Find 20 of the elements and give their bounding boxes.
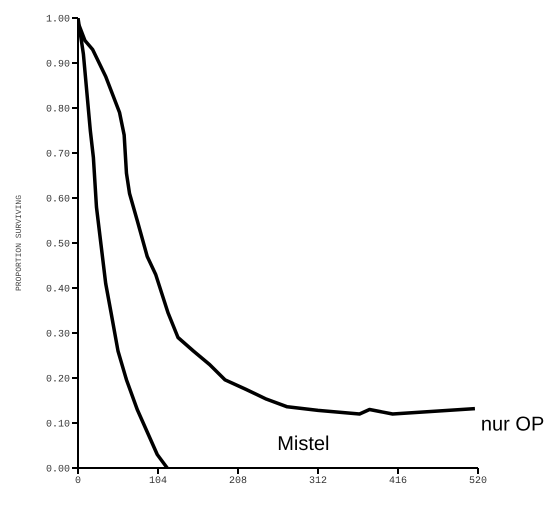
series-label: nur OP (480, 414, 544, 436)
x-tick-label: 208 (228, 476, 248, 488)
y-tick-label: 0.10 (46, 420, 70, 431)
y-tick-label: 0.50 (46, 240, 70, 251)
x-tick-label: 416 (388, 476, 408, 488)
y-tick-label: 0.40 (46, 284, 70, 296)
y-tick-label: 0.80 (46, 104, 70, 116)
x-tick-label: 0 (74, 476, 82, 488)
x-tick-label: 104 (148, 476, 168, 488)
y-tick-label: 0.90 (46, 60, 70, 71)
y-axis-title: PROPORTION SURVIVING (14, 194, 24, 292)
text: Mistel (277, 433, 330, 455)
y-tick-label: 0.60 (46, 194, 70, 206)
x-tick-label: 312 (308, 476, 328, 488)
y-tick-label: 0.00 (46, 464, 70, 476)
x-tick-label: 520 (468, 476, 488, 488)
y-tick-label: 0.20 (46, 374, 70, 386)
y-tick-label: 1.00 (46, 14, 70, 26)
y-tick-label: 0.30 (46, 330, 70, 341)
y-tick-label: 0.70 (46, 150, 70, 161)
